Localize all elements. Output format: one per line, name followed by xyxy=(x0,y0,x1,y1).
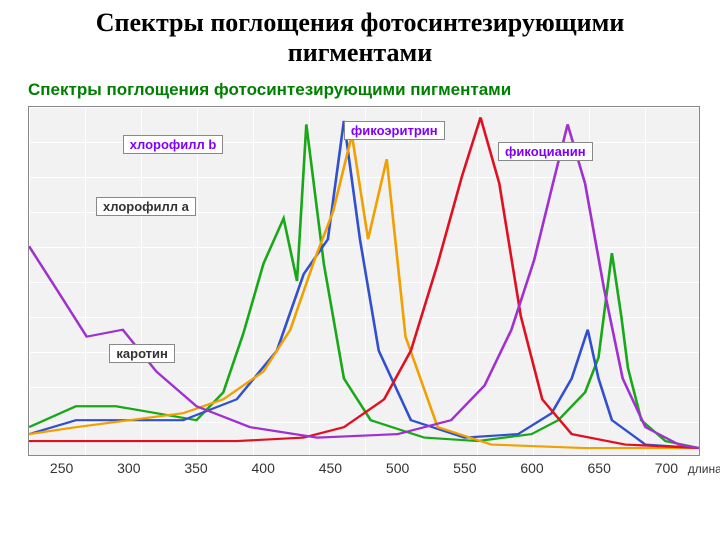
plot-area: хлорофилл b фикоэритрин фикоцианин хлорофил… xyxy=(28,106,700,456)
series-carotene xyxy=(29,135,699,448)
x-tick: 400 xyxy=(252,460,275,476)
x-tick: 300 xyxy=(117,460,140,476)
x-axis-label: длина волны xyxy=(688,462,720,476)
x-tick: 550 xyxy=(453,460,476,476)
series-chlorophyll-b xyxy=(29,121,699,448)
absorption-chart: Спектры поглощения фотосинтезирующими пи… xyxy=(28,80,700,482)
x-tick: 650 xyxy=(588,460,611,476)
x-tick: 450 xyxy=(319,460,342,476)
x-axis: 250300350400450500550600650700длина волн… xyxy=(28,458,700,482)
x-tick: 700 xyxy=(655,460,678,476)
page-title: Спектры поглощения фотосинтезирующими пи… xyxy=(0,0,720,72)
series-chlorophyll-a xyxy=(29,124,699,448)
series-phycocyanin xyxy=(29,124,699,448)
series-label: каротин xyxy=(109,344,175,363)
series-label: хлорофилл а xyxy=(96,197,196,216)
series-label: фикоэритрин xyxy=(344,121,445,140)
series-label: фикоцианин xyxy=(498,142,593,161)
series-label: хлорофилл b xyxy=(123,135,224,154)
chart-subtitle: Спектры поглощения фотосинтезирующими пи… xyxy=(28,80,700,106)
x-tick: 250 xyxy=(50,460,73,476)
x-tick: 600 xyxy=(520,460,543,476)
x-tick: 500 xyxy=(386,460,409,476)
series-layer xyxy=(29,107,699,455)
series-phycoerythrin xyxy=(29,117,699,448)
x-tick: 350 xyxy=(184,460,207,476)
